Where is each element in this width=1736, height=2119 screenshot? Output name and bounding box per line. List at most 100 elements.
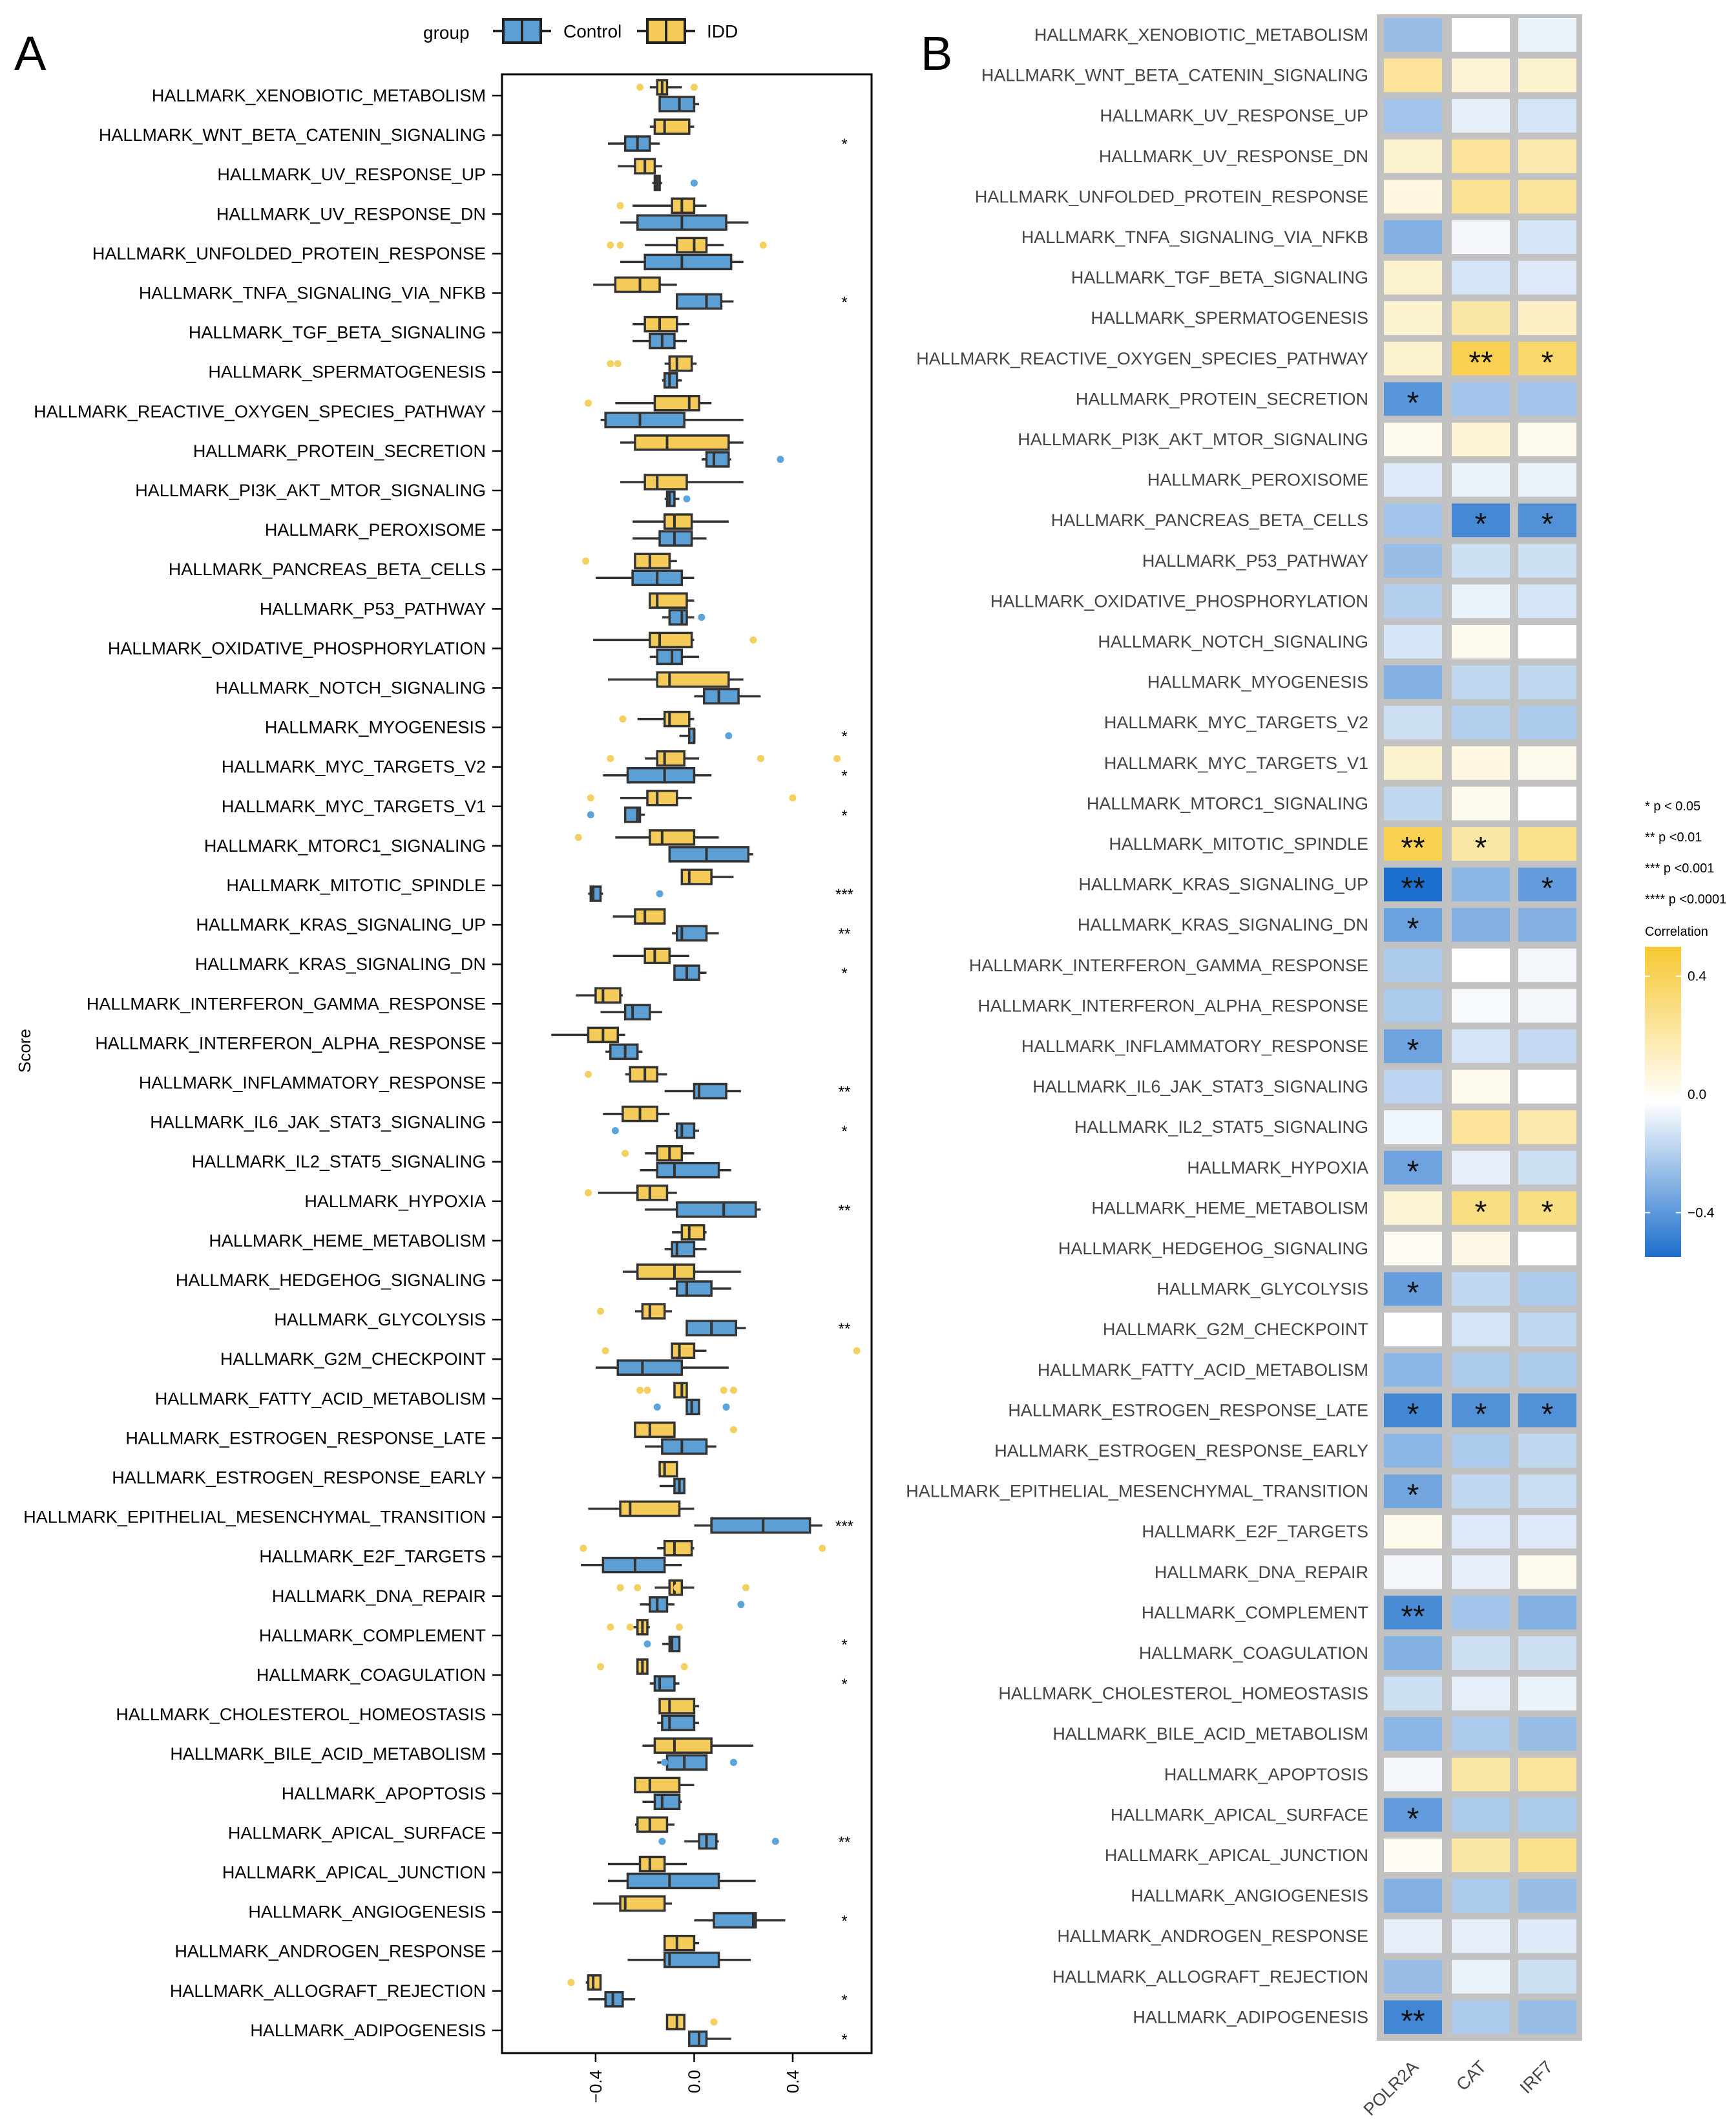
- a-box-idd: [656, 750, 685, 767]
- b-row-label: HALLMARK_WNT_BETA_CATENIN_SIGNALING: [981, 66, 1368, 85]
- heatmap-cell: [1452, 139, 1510, 173]
- a-category-label: HALLMARK_SPERMATOGENESIS: [208, 363, 486, 382]
- a-category-label: HALLMARK_INFLAMMATORY_RESPONSE: [139, 1073, 486, 1093]
- heatmap-cell: [1518, 867, 1576, 901]
- a-box-control: [668, 609, 688, 626]
- heatmap-cell: [1518, 543, 1576, 578]
- heatmap-star: *: [1475, 1397, 1487, 1431]
- a-outlier-idd: [574, 834, 582, 841]
- a-box-idd: [663, 513, 693, 530]
- sig-legend-3: *** p <0.001: [1645, 861, 1714, 876]
- a-category-label: HALLMARK_HEDGEHOG_SIGNALING: [176, 1270, 486, 1290]
- heatmap-cell: [1452, 665, 1510, 699]
- heatmap-cell: [1384, 1717, 1442, 1751]
- a-category-label: HALLMARK_PANCREAS_BETA_CELLS: [169, 560, 486, 579]
- heatmap-cell: [1452, 1798, 1510, 1832]
- a-outlier-idd: [676, 1623, 684, 1631]
- a-box-idd: [614, 276, 661, 293]
- heatmap-cell: [1384, 1029, 1442, 1063]
- heatmap-cell: [1384, 220, 1442, 254]
- heatmap-cell: [1518, 1757, 1576, 1791]
- b-row-label: HALLMARK_IL2_STAT5_SIGNALING: [1074, 1117, 1368, 1137]
- a-box-control: [675, 925, 708, 942]
- a-box-control: [653, 1675, 676, 1692]
- a-category-label: HALLMARK_E2F_TARGETS: [259, 1547, 486, 1566]
- b-row-label: HALLMARK_FATTY_ACID_METABOLISM: [1038, 1360, 1368, 1380]
- a-outlier-control: [771, 1837, 779, 1845]
- a-box-idd: [653, 118, 691, 135]
- a-box-control: [702, 688, 740, 705]
- b-row-label: HALLMARK_ESTROGEN_RESPONSE_LATE: [1008, 1400, 1368, 1420]
- b-row-label: HALLMARK_MYC_TARGETS_V1: [1104, 754, 1368, 773]
- a-category-label: HALLMARK_ANDROGEN_RESPONSE: [174, 1942, 486, 1961]
- heatmap-cell: [1518, 1515, 1576, 1549]
- heatmap-cell: [1384, 706, 1442, 740]
- heatmap-cell: [1384, 2000, 1442, 2034]
- a-category-label: HALLMARK_APOPTOSIS: [282, 1784, 486, 1803]
- heatmap-cell: [1452, 382, 1510, 416]
- a-outlier-idd: [597, 1307, 605, 1315]
- a-outlier-idd: [749, 636, 757, 644]
- a-box-control: [705, 451, 730, 468]
- a-category-label: HALLMARK_ESTROGEN_RESPONSE_LATE: [125, 1428, 486, 1448]
- heatmap-cell: [1452, 99, 1510, 133]
- a-category-label: HALLMARK_MYOGENESIS: [265, 718, 486, 737]
- heatmap-cell: [1518, 1150, 1576, 1185]
- a-box-control: [665, 1754, 708, 1771]
- heatmap-cell: [1452, 625, 1510, 659]
- heatmap-cell: [1384, 1555, 1442, 1589]
- heatmap-cell: [1384, 625, 1442, 659]
- a-box-control: [675, 1122, 696, 1139]
- a-category-label: HALLMARK_IL6_JAK_STAT3_SIGNALING: [150, 1113, 486, 1132]
- b-row-label: HALLMARK_PANCREAS_BETA_CELLS: [1051, 511, 1368, 530]
- legend-label-idd: IDD: [707, 21, 738, 41]
- heatmap-cell: [1518, 1676, 1576, 1711]
- heatmap-cell: [1384, 58, 1442, 92]
- a-box-control: [661, 1714, 696, 1731]
- heatmap-cell: [1518, 786, 1576, 821]
- heatmap-cell: [1452, 1393, 1510, 1428]
- heatmap-star: *: [1407, 1155, 1419, 1189]
- heatmap-cell: [1518, 423, 1576, 456]
- heatmap-cell: [1452, 1272, 1510, 1306]
- heatmap-cell: [1452, 503, 1510, 538]
- heatmap-cell: [1452, 220, 1510, 254]
- b-row-label: HALLMARK_OXIDATIVE_PHOSPHORYLATION: [990, 591, 1368, 611]
- a-outlier-control: [587, 811, 594, 819]
- heatmap-cell: [1518, 1798, 1576, 1832]
- y-axis-title: Score: [15, 1029, 34, 1073]
- heatmap-cell: [1384, 382, 1442, 416]
- heatmap-cell: [1518, 220, 1576, 254]
- a-outlier-idd: [819, 1544, 826, 1552]
- heatmap-cell: [1518, 260, 1576, 295]
- a-outlier-idd: [567, 1979, 575, 1987]
- b-row-label: HALLMARK_GLYCOLYSIS: [1156, 1280, 1368, 1299]
- heatmap-cell: [1518, 1879, 1576, 1913]
- heatmap-cell: [1384, 1959, 1442, 1994]
- heatmap-cell: [1518, 1029, 1576, 1063]
- a-box-idd: [649, 592, 688, 609]
- a-significance: *: [841, 1676, 847, 1693]
- a-outlier-control: [643, 1640, 651, 1648]
- heatmap-star: *: [1407, 1397, 1419, 1431]
- heatmap-cell: [1384, 543, 1442, 578]
- a-box-idd: [668, 355, 693, 372]
- a-outlier-control: [658, 1837, 666, 1845]
- b-row-label: HALLMARK_ANGIOGENESIS: [1131, 1886, 1368, 1906]
- a-outlier-idd: [626, 1623, 634, 1631]
- heatmap-star: *: [1475, 1195, 1487, 1229]
- a-outlier-control: [725, 732, 733, 740]
- heatmap-cell: [1452, 58, 1510, 92]
- a-significance: ***: [835, 886, 853, 903]
- a-box-control: [671, 1241, 696, 1258]
- a-outlier-idd: [614, 360, 622, 368]
- heatmap-cell: [1384, 341, 1442, 375]
- heatmap-cell: [1518, 180, 1576, 214]
- a-category-label: HALLMARK_PI3K_AKT_MTOR_SIGNALING: [135, 481, 486, 500]
- b-row-label: HALLMARK_DNA_REPAIR: [1155, 1563, 1368, 1582]
- heatmap-cell: [1452, 1313, 1510, 1347]
- a-significance: **: [839, 925, 851, 943]
- a-category-label: HALLMARK_ALLOGRAFT_REJECTION: [170, 1981, 486, 2001]
- a-category-label: HALLMARK_FATTY_ACID_METABOLISM: [155, 1389, 486, 1408]
- a-significance: *: [841, 1992, 847, 2009]
